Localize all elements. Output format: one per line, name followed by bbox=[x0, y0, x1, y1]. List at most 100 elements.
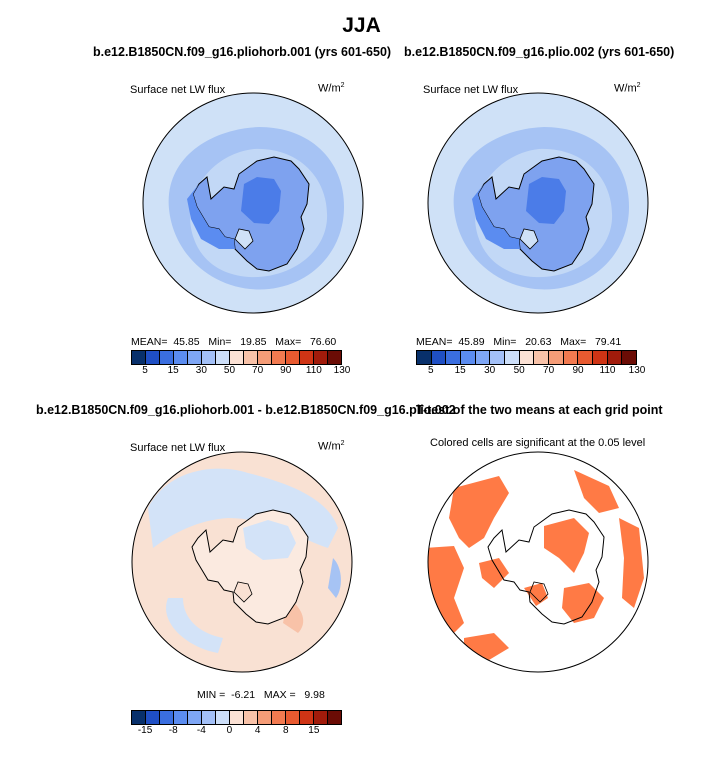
colorbar-box bbox=[505, 351, 520, 364]
panel2-map bbox=[427, 92, 649, 314]
colorbar-box bbox=[132, 351, 146, 364]
panel3-map bbox=[131, 451, 353, 673]
colorbar-tick-label: 70 bbox=[252, 365, 264, 376]
figure-title: JJA bbox=[342, 14, 381, 37]
colorbar-box bbox=[258, 351, 272, 364]
colorbar-box bbox=[202, 711, 216, 724]
colorbar-box bbox=[593, 351, 608, 364]
colorbar-tick-label: 110 bbox=[305, 365, 322, 376]
colorbar-box bbox=[475, 351, 491, 364]
panel2-interior-low bbox=[526, 177, 566, 224]
colorbar-tick-label: 15 bbox=[454, 365, 466, 376]
panel3-subtitle: Surface net LW flux bbox=[130, 442, 226, 454]
colorbar-tick-label: 5 bbox=[142, 365, 148, 376]
panel2-peninsula bbox=[472, 184, 520, 249]
colorbar-box bbox=[216, 351, 230, 364]
colorbar-tick-label: 90 bbox=[572, 365, 584, 376]
colorbar-box bbox=[286, 711, 300, 724]
colorbar-box bbox=[431, 351, 447, 364]
colorbar-tick-label: 4 bbox=[254, 725, 261, 736]
panel2-units: W/m2 bbox=[614, 82, 641, 95]
panel3-ross-sea bbox=[233, 581, 253, 603]
colorbar-box bbox=[160, 711, 174, 724]
panel3-colorbar-labels: -15 -8 -4 0 4 8 15 bbox=[131, 725, 342, 737]
colorbar-tick-label: 50 bbox=[223, 365, 236, 376]
panel1-peninsula bbox=[187, 184, 235, 249]
colorbar-tick-label: 0 bbox=[226, 725, 233, 736]
panel4-sig-region-8 bbox=[562, 583, 604, 623]
colorbar-box bbox=[230, 711, 244, 724]
panel2-title: b.e12.B1850CN.f09_g16.plio.002 (yrs 601-… bbox=[404, 45, 675, 59]
panel1-units: W/m2 bbox=[318, 82, 345, 95]
panel4-sig-region-1 bbox=[449, 476, 509, 548]
colorbar-box bbox=[563, 351, 579, 364]
panel3-neg-region-4 bbox=[328, 558, 341, 598]
colorbar-box bbox=[174, 711, 188, 724]
panel2-colorbar-labels: 5 15 30 50 70 90 110 130 bbox=[416, 365, 645, 377]
colorbar-tick-label: -4 bbox=[196, 725, 206, 736]
panel1-stats: MEAN= 45.85 Min= 19.85 Max= 76.60 bbox=[131, 336, 337, 348]
panel4-sig-region-3 bbox=[619, 518, 644, 608]
colorbar-box bbox=[216, 711, 230, 724]
panel4-map bbox=[427, 451, 649, 673]
colorbar-tick-label: 15 bbox=[167, 365, 179, 376]
colorbar-tick-label: 70 bbox=[543, 365, 555, 376]
colorbar-tick-label: -8 bbox=[168, 725, 178, 736]
panel2-stats: MEAN= 45.89 Min= 20.63 Max= 79.41 bbox=[416, 336, 622, 348]
panel1-colorbar-labels: 5 15 30 50 70 90 110 130 bbox=[131, 365, 350, 377]
colorbar-box bbox=[549, 351, 564, 364]
colorbar-box bbox=[146, 711, 160, 724]
colorbar-box bbox=[417, 351, 432, 364]
colorbar-box bbox=[461, 351, 476, 364]
colorbar-box bbox=[132, 711, 146, 724]
colorbar-box bbox=[300, 711, 314, 724]
panel4-title: T-test of the two means at each grid poi… bbox=[416, 403, 663, 417]
colorbar-box bbox=[534, 351, 550, 364]
colorbar-tick-label: 130 bbox=[333, 365, 351, 376]
panel1-map bbox=[142, 92, 364, 314]
colorbar-box bbox=[272, 711, 286, 724]
panel4-sig-region-2 bbox=[574, 470, 619, 513]
colorbar-box bbox=[230, 351, 244, 364]
colorbar-tick-label: 5 bbox=[427, 365, 434, 376]
panel1-title: b.e12.B1850CN.f09_g16.pliohorb.001 (yrs … bbox=[93, 45, 392, 59]
panel3-neg-region-3 bbox=[166, 598, 223, 653]
colorbar-box bbox=[146, 351, 160, 364]
colorbar-box bbox=[300, 351, 314, 364]
panel2-subtitle: Surface net LW flux bbox=[423, 84, 519, 96]
colorbar-box bbox=[188, 351, 202, 364]
colorbar-box bbox=[578, 351, 594, 364]
panel1-subtitle: Surface net LW flux bbox=[130, 84, 226, 96]
panel4-subtitle: Colored cells are significant at the 0.0… bbox=[430, 437, 646, 449]
colorbar-box bbox=[160, 351, 174, 364]
panel3-stats: MIN = -6.21 MAX = 9.98 bbox=[197, 689, 325, 701]
panel2-colorbar: 5 15 30 50 70 90 110 130 bbox=[416, 350, 645, 377]
colorbar-tick-label: 90 bbox=[280, 365, 292, 376]
colorbar-box bbox=[314, 351, 328, 364]
colorbar-tick-label: 30 bbox=[484, 365, 496, 376]
colorbar-box bbox=[519, 351, 535, 364]
colorbar-tick-label: 8 bbox=[282, 725, 289, 736]
panel1-colorbar: 5 15 30 50 70 90 110 130 bbox=[131, 350, 350, 377]
colorbar-box bbox=[314, 711, 328, 724]
colorbar-tick-label: 30 bbox=[195, 365, 207, 376]
panel1-colorbar-boxes bbox=[131, 350, 342, 365]
panel3-units: W/m2 bbox=[318, 440, 345, 453]
panel1-ross-sea bbox=[234, 228, 254, 250]
colorbar-box bbox=[174, 351, 188, 364]
colorbar-box bbox=[328, 351, 341, 364]
panel3-title: b.e12.B1850CN.f09_g16.pliohorb.001 - b.e… bbox=[36, 403, 456, 417]
colorbar-box bbox=[258, 711, 272, 724]
colorbar-tick-label: 50 bbox=[513, 365, 525, 376]
colorbar-tick-label: 15 bbox=[308, 725, 320, 736]
panel4-continent bbox=[487, 509, 605, 625]
panel3-continent-neg bbox=[243, 520, 296, 560]
colorbar-box bbox=[188, 711, 202, 724]
panel4-sig-region-7 bbox=[544, 518, 589, 573]
colorbar-box bbox=[272, 351, 286, 364]
panel3-colorbar: -15 -8 -4 0 4 8 15 bbox=[131, 710, 342, 737]
colorbar-box bbox=[622, 351, 637, 364]
colorbar-tick-label: -15 bbox=[137, 725, 153, 736]
colorbar-tick-label: 130 bbox=[628, 365, 646, 376]
colorbar-box bbox=[446, 351, 462, 364]
